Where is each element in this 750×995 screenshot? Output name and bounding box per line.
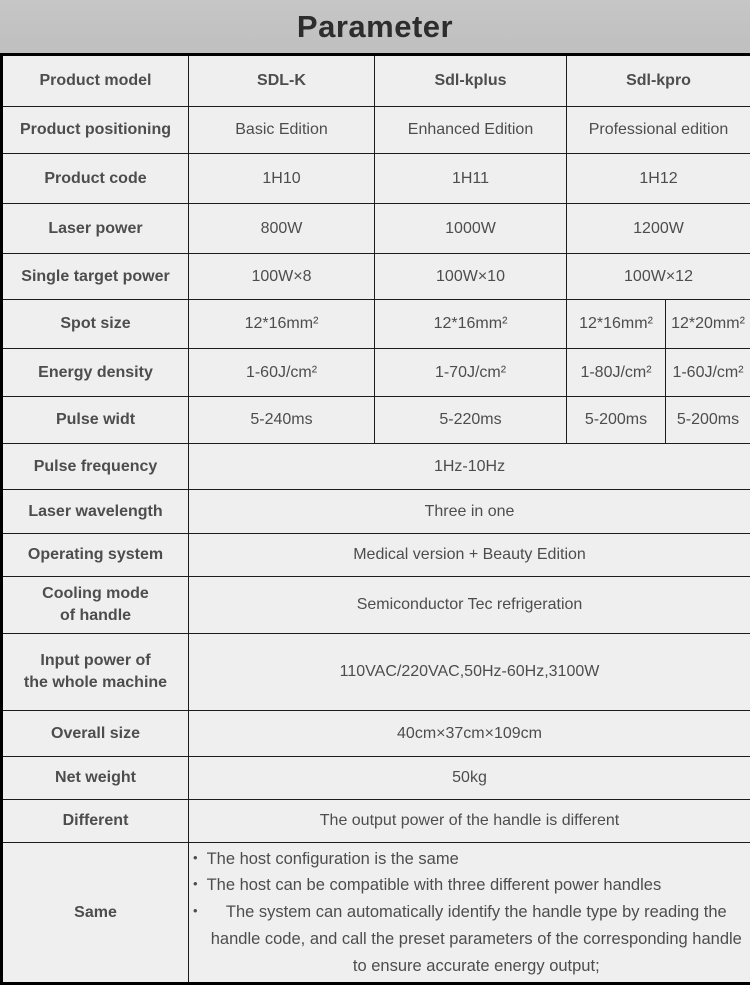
- spec-value: Enhanced Edition: [374, 106, 567, 154]
- spec-label: Product positioning: [1, 106, 189, 154]
- spec-value: 1200W: [565, 203, 750, 254]
- spec-value: 1H12: [565, 153, 750, 204]
- spec-value: 1-60J/cm²: [188, 348, 375, 397]
- spec-value: 12*16mm²: [566, 299, 666, 349]
- spec-value: 12*20mm²: [664, 299, 750, 349]
- table-row-pulse-width: Pulse widt 5-240ms 5-220ms 5-200ms 5-200…: [1, 396, 750, 444]
- page-title: Parameter: [296, 8, 454, 44]
- spec-value: 12*16mm²: [374, 299, 567, 349]
- spec-value: Basic Edition: [188, 106, 375, 154]
- spec-label: Energy density: [1, 348, 189, 397]
- table-row-net-weight: Net weight 50kg: [1, 756, 750, 800]
- table-row-input-power: Input power of the whole machine 110VAC/…: [1, 633, 750, 711]
- spec-value: 1Hz-10Hz: [187, 443, 750, 490]
- bullet-icon: •: [193, 849, 198, 865]
- table-row-laser-power: Laser power 800W 1000W 1200W: [1, 203, 750, 254]
- spec-value: Professional edition: [565, 106, 750, 154]
- bullet-text: The system can automatically identify th…: [210, 903, 742, 975]
- spec-value: Semiconductor Tec refrigeration: [187, 576, 750, 634]
- spec-value: 1H10: [188, 153, 375, 204]
- table-row-laser-wavelength: Laser wavelength Three in one: [1, 489, 750, 534]
- spec-label: Operating system: [1, 533, 189, 577]
- spec-value: 100W×12: [565, 253, 750, 300]
- title-band: Parameter: [0, 0, 750, 53]
- spec-value: Three in one: [187, 489, 750, 534]
- table-row-operating-system: Operating system Medical version + Beaut…: [1, 533, 750, 577]
- same-bullet-list: • The host configuration is the same • T…: [187, 842, 750, 984]
- bullet-icon: •: [193, 876, 198, 892]
- spec-value: 110VAC/220VAC,50Hz-60Hz,3100W: [187, 633, 750, 711]
- table-row-pulse-frequency: Pulse frequency 1Hz-10Hz: [1, 443, 750, 490]
- spec-label: Product code: [1, 153, 189, 204]
- table-row-product-positioning: Product positioning Basic Edition Enhanc…: [1, 106, 750, 154]
- spec-table: Product model SDL-K Sdl-kplus Sdl-kpro P…: [0, 53, 750, 985]
- table-row-different: Different The output power of the handle…: [1, 799, 750, 843]
- spec-value: 1-80J/cm²: [566, 348, 666, 397]
- spec-value: 40cm×37cm×109cm: [187, 710, 750, 757]
- table-row-header: Product model SDL-K Sdl-kplus Sdl-kpro: [1, 54, 750, 107]
- spec-label: Different: [1, 799, 189, 843]
- spec-value: 1-70J/cm²: [374, 348, 567, 397]
- column-header-sdl-k: SDL-K: [188, 54, 375, 107]
- bullet-icon: •: [193, 903, 198, 919]
- spec-label: Spot size: [1, 299, 189, 349]
- spec-value: 5-200ms: [664, 396, 750, 444]
- spec-value: 1-60J/cm²: [664, 348, 750, 397]
- spec-label: Laser power: [1, 203, 189, 254]
- table-row-overall-size: Overall size 40cm×37cm×109cm: [1, 710, 750, 757]
- column-header-sdl-kpro: Sdl-kpro: [565, 54, 750, 107]
- column-header-sdl-kplus: Sdl-kplus: [374, 54, 567, 107]
- bullet-text: The host configuration is the same: [206, 849, 459, 868]
- spec-label: Same: [1, 842, 189, 984]
- spec-value: 50kg: [187, 756, 750, 800]
- spec-label: Laser wavelength: [1, 489, 189, 534]
- spec-value: Medical version + Beauty Edition: [187, 533, 750, 577]
- spec-label: Overall size: [1, 710, 189, 757]
- spec-value: The output power of the handle is differ…: [187, 799, 750, 843]
- table-row-cooling-mode: Cooling mode of handle Semiconductor Tec…: [1, 576, 750, 634]
- spec-value: 800W: [188, 203, 375, 254]
- table-row-product-code: Product code 1H10 1H11 1H12: [1, 153, 750, 204]
- table-row-energy-density: Energy density 1-60J/cm² 1-70J/cm² 1-80J…: [1, 348, 750, 397]
- spec-value: 12*16mm²: [188, 299, 375, 349]
- spec-value: 5-240ms: [188, 396, 375, 444]
- header-label-product-model: Product model: [1, 54, 189, 107]
- spec-value: 1H11: [374, 153, 567, 204]
- table-row-same: Same • The host configuration is the sam…: [1, 842, 750, 984]
- spec-value: 1000W: [374, 203, 567, 254]
- spec-value: 100W×8: [188, 253, 375, 300]
- spec-label: Input power of the whole machine: [1, 633, 189, 711]
- bullet-text: The host can be compatible with three di…: [206, 876, 662, 895]
- spec-label: Pulse frequency: [1, 443, 189, 490]
- spec-label: Cooling mode of handle: [1, 576, 189, 634]
- list-item: • The host configuration is the same: [193, 846, 746, 873]
- list-item: • The system can automatically identify …: [193, 899, 746, 979]
- spec-value: 5-220ms: [374, 396, 567, 444]
- spec-label: Pulse widt: [1, 396, 189, 444]
- table-row-spot-size: Spot size 12*16mm² 12*16mm² 12*16mm² 12*…: [1, 299, 750, 349]
- table-row-single-target-power: Single target power 100W×8 100W×10 100W×…: [1, 253, 750, 300]
- list-item: • The host can be compatible with three …: [193, 872, 746, 899]
- spec-label: Net weight: [1, 756, 189, 800]
- spec-value: 5-200ms: [566, 396, 666, 444]
- spec-label: Single target power: [1, 253, 189, 300]
- spec-value: 100W×10: [374, 253, 567, 300]
